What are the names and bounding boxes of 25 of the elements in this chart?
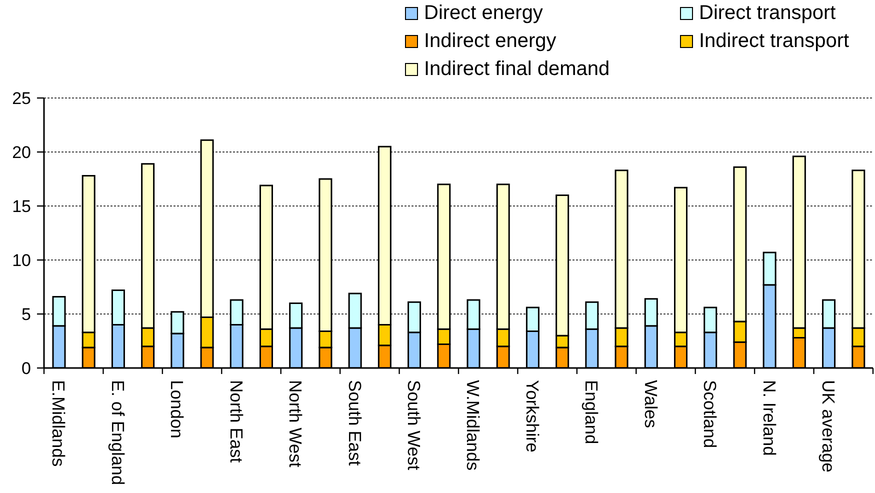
x-tick-label: South East (344, 380, 365, 466)
x-tick-label: North East (226, 380, 246, 463)
y-tick-label: 0 (22, 359, 31, 378)
x-tick-label: E.Midlands (48, 380, 69, 467)
legend-label: Indirect final demand (424, 58, 610, 80)
x-tick-label: E. of England (108, 380, 128, 486)
y-tick-label: 10 (12, 251, 31, 270)
x-tick-label: London (167, 380, 188, 438)
y-tick-label: 15 (12, 197, 31, 216)
x-tick-label: Yorkshire (522, 380, 542, 452)
x-tick-label: Scotland (700, 380, 720, 448)
y-tick-label: 25 (12, 89, 31, 108)
y-tick-label: 20 (12, 143, 31, 162)
y-tick-label: 5 (22, 305, 31, 324)
legend-label: Indirect energy (424, 30, 556, 52)
x-tick-label: UK average (818, 380, 838, 472)
x-tick-label: England (582, 380, 602, 444)
legend-label: Direct energy (424, 2, 543, 24)
legend-label: Direct transport (699, 2, 836, 24)
x-tick-label: North West (286, 380, 306, 468)
x-tick-label: Wales (640, 380, 661, 428)
x-tick-label: South West (404, 380, 424, 470)
x-tick-label: W.Midlands (463, 380, 484, 471)
x-tick-label: N. Ireland (759, 380, 780, 456)
legend-label: Indirect transport (699, 30, 850, 52)
